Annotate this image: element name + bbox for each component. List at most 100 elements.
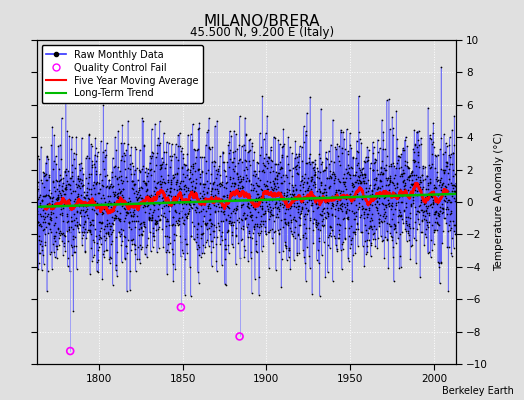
Point	[322, 165, 330, 171]
Point	[380, 193, 389, 200]
Point	[123, 141, 132, 147]
Point	[416, 174, 424, 180]
Point	[169, 278, 178, 284]
Point	[127, 237, 135, 243]
Point	[327, 174, 335, 180]
Point	[182, 200, 190, 207]
Point	[405, 177, 413, 184]
Point	[145, 214, 153, 221]
Point	[160, 203, 169, 209]
Point	[261, 231, 270, 238]
Point	[178, 214, 187, 220]
Point	[314, 204, 323, 210]
Point	[361, 159, 369, 166]
Point	[86, 222, 94, 228]
Point	[328, 227, 336, 233]
Point	[385, 163, 394, 169]
Point	[64, 226, 73, 233]
Point	[68, 169, 76, 176]
Point	[108, 184, 117, 190]
Point	[146, 248, 155, 255]
Point	[219, 150, 227, 156]
Point	[162, 249, 170, 256]
Point	[389, 132, 398, 138]
Point	[449, 184, 457, 191]
Point	[72, 242, 80, 249]
Point	[117, 140, 125, 147]
Point	[346, 142, 354, 148]
Point	[336, 162, 344, 169]
Point	[118, 203, 126, 209]
Point	[112, 147, 121, 153]
Point	[447, 182, 456, 188]
Point	[352, 213, 361, 220]
Point	[146, 167, 155, 173]
Point	[173, 157, 182, 163]
Point	[79, 203, 87, 209]
Point	[293, 231, 302, 237]
Point	[438, 180, 446, 187]
Point	[395, 190, 403, 197]
Point	[387, 191, 396, 197]
Point	[89, 216, 97, 223]
Point	[112, 267, 120, 274]
Point	[353, 191, 361, 197]
Point	[414, 208, 422, 214]
Point	[429, 201, 437, 208]
Point	[301, 211, 309, 217]
Point	[224, 203, 232, 210]
Point	[448, 187, 456, 194]
Point	[134, 244, 142, 251]
Point	[50, 184, 58, 190]
Point	[245, 178, 254, 185]
Point	[139, 196, 147, 203]
Point	[103, 140, 111, 146]
Point	[390, 184, 399, 191]
Point	[219, 158, 227, 165]
Point	[260, 224, 269, 230]
Point	[160, 193, 168, 199]
Point	[387, 216, 396, 222]
Point	[336, 246, 345, 253]
Point	[449, 150, 457, 156]
Point	[183, 210, 192, 217]
Point	[108, 174, 116, 181]
Point	[300, 254, 308, 260]
Point	[314, 226, 322, 232]
Point	[102, 246, 111, 253]
Point	[418, 171, 427, 178]
Point	[168, 141, 176, 148]
Point	[87, 231, 95, 238]
Point	[220, 159, 228, 166]
Point	[444, 197, 453, 203]
Point	[121, 254, 129, 261]
Point	[167, 176, 176, 183]
Point	[204, 127, 213, 133]
Point	[154, 226, 162, 232]
Point	[130, 167, 139, 173]
Point	[278, 154, 287, 160]
Point	[386, 223, 395, 229]
Point	[149, 201, 157, 208]
Point	[434, 213, 443, 219]
Point	[43, 200, 51, 207]
Point	[378, 238, 386, 244]
Point	[197, 234, 205, 241]
Point	[138, 232, 146, 238]
Point	[256, 177, 264, 183]
Point	[367, 240, 376, 247]
Point	[37, 144, 45, 150]
Point	[321, 149, 330, 155]
Point	[116, 216, 124, 222]
Point	[396, 208, 404, 215]
Point	[382, 174, 390, 181]
Point	[363, 157, 371, 164]
Point	[113, 174, 121, 181]
Point	[106, 226, 114, 232]
Point	[157, 212, 165, 218]
Point	[265, 216, 273, 222]
Point	[155, 217, 163, 223]
Point	[142, 182, 150, 188]
Point	[335, 227, 343, 234]
Point	[85, 131, 94, 138]
